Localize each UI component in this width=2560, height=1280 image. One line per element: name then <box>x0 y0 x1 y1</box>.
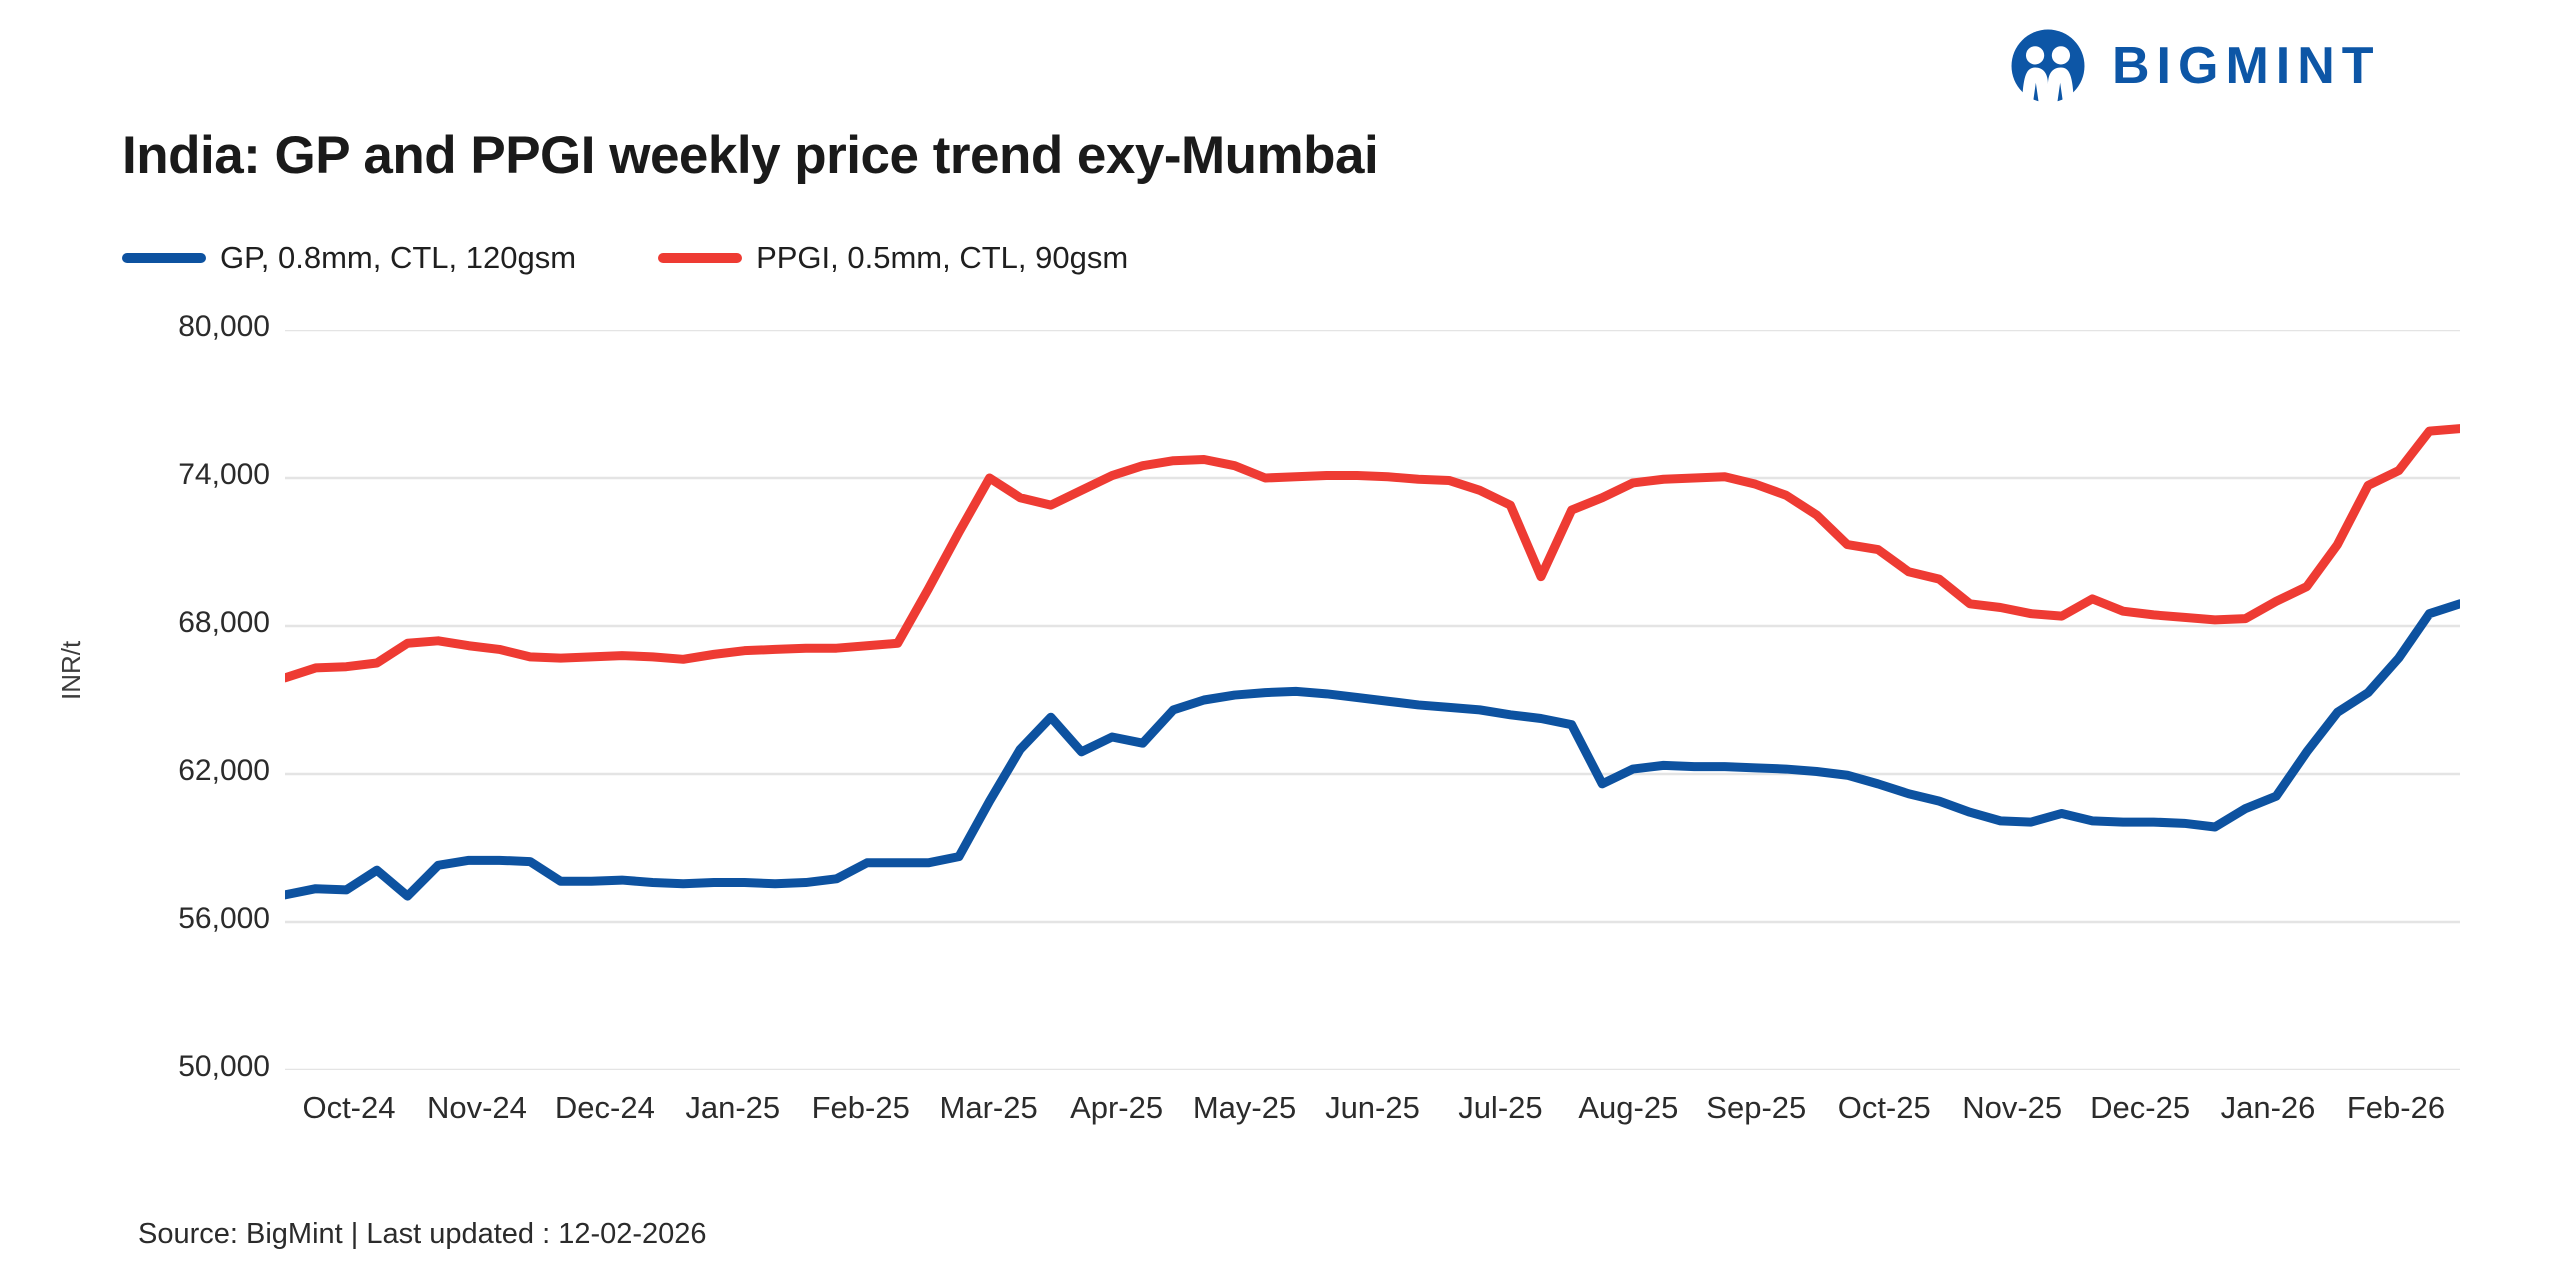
legend-item-gp[interactable]: GP, 0.8mm, CTL, 120gsm <box>122 240 576 276</box>
y-tick-label: 80,000 <box>178 310 270 343</box>
y-tick-label: 62,000 <box>178 754 270 787</box>
legend-item-ppgi[interactable]: PPGI, 0.5mm, CTL, 90gsm <box>658 240 1128 276</box>
legend-swatch-gp <box>122 253 206 263</box>
y-tick-label: 50,000 <box>178 1050 270 1083</box>
x-tick-label: Sep-25 <box>1706 1090 1807 1125</box>
chart-legend: GP, 0.8mm, CTL, 120gsm PPGI, 0.5mm, CTL,… <box>122 240 1128 276</box>
bigmint-people-logo-icon <box>2011 29 2085 104</box>
x-tick-label: Jun-25 <box>1325 1090 1420 1125</box>
series-line <box>285 599 2460 901</box>
x-tick-label: Jul-25 <box>1458 1090 1543 1125</box>
page-title: India: GP and PPGI weekly price trend ex… <box>122 126 1379 185</box>
y-tick-label: 56,000 <box>178 902 270 935</box>
x-tick-label: May-25 <box>1192 1090 1297 1125</box>
x-axis-tick-labels: Oct-24 Nov-24 Dec-24 Jan-25 Feb-25 Mar-25 Apr-… <box>285 1090 2460 1140</box>
line-chart-svg <box>285 330 2460 1070</box>
x-tick-label: Feb-26 <box>2346 1090 2446 1125</box>
x-tick-label: Jan-25 <box>685 1090 781 1125</box>
y-tick-label: 74,000 <box>178 458 270 491</box>
x-tick-label: Mar-25 <box>939 1090 1038 1125</box>
x-tick-label: Oct-24 <box>302 1090 396 1125</box>
x-tick-label: Aug-25 <box>1578 1090 1679 1125</box>
bigmint-logo: BIGMINT <box>2010 28 2381 104</box>
legend-label-gp: GP, 0.8mm, CTL, 120gsm <box>220 240 577 275</box>
legend-swatch-ppgi <box>658 253 743 263</box>
y-tick-label: 68,000 <box>178 606 270 639</box>
series-line <box>285 424 2460 683</box>
x-tick-label: Dec-24 <box>554 1090 655 1125</box>
logo-wordmark: BIGMINT <box>2112 37 2381 95</box>
source-note: Source: BigMint | Last updated : 12-02-2… <box>138 1218 707 1250</box>
x-tick-label: Apr-25 <box>1070 1090 1164 1125</box>
legend-label-ppgi: PPGI, 0.5mm, CTL, 90gsm <box>756 240 1129 275</box>
x-tick-label: Nov-24 <box>426 1090 527 1125</box>
x-tick-label: Oct-25 <box>1837 1090 1931 1125</box>
x-tick-label: Nov-25 <box>1962 1090 2063 1125</box>
x-tick-label: Jan-26 <box>2220 1090 2316 1125</box>
plot-area <box>285 330 2460 1070</box>
x-tick-label: Feb-25 <box>811 1090 910 1125</box>
series-lines <box>285 424 2460 901</box>
x-tick-label: Dec-25 <box>2090 1090 2191 1125</box>
